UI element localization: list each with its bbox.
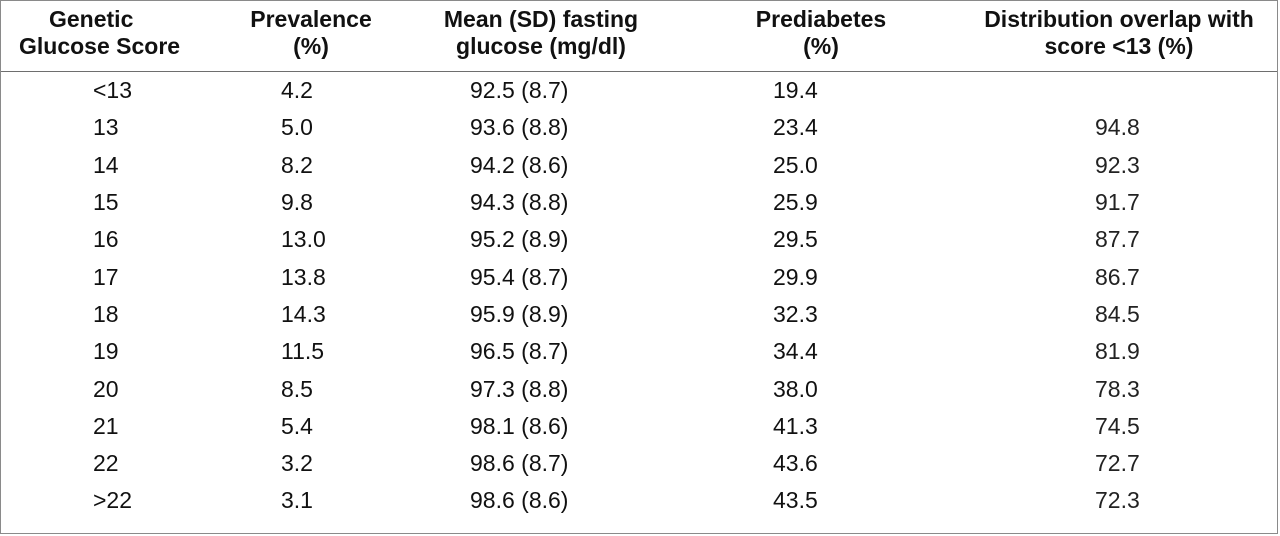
- cell-prediabetes: 25.9: [773, 189, 818, 216]
- cell-distribution-overlap: 74.5: [1095, 412, 1140, 439]
- table-body: <13 4.2 92.5 (8.7) 19.4 13 5.0 93.6 (8.8) 23.4 9…: [1, 72, 1277, 520]
- header-overlap-line1: Distribution overlap with: [984, 6, 1254, 32]
- header-prevalence: Prevalence (%): [231, 1, 391, 72]
- table-row: 15 9.8 94.3 (8.8) 25.9 91.7: [1, 184, 1277, 221]
- cell-distribution-overlap: 92.3: [1095, 151, 1140, 178]
- header-prevalence-line2: (%): [293, 33, 329, 59]
- cell-distribution-overlap: 86.7: [1095, 263, 1140, 290]
- cell-prevalence: 8.2: [281, 151, 313, 178]
- cell-score: <13: [93, 77, 133, 104]
- header-row: Genetic Glucose Score Prevalence (%) Mea…: [1, 1, 1277, 72]
- cell-prevalence: 13.0: [281, 226, 326, 253]
- header-prediabetes-line2: (%): [803, 33, 839, 59]
- glucose-score-table: Genetic Glucose Score Prevalence (%) Mea…: [1, 1, 1277, 520]
- header-overlap-line2: score <13 (%): [1044, 33, 1194, 59]
- header-genetic-glucose-score: Genetic Glucose Score: [1, 1, 231, 72]
- table-row: 20 8.5 97.3 (8.8) 38.0 78.3: [1, 370, 1277, 407]
- table-row: 19 11.5 96.5 (8.7) 34.4 81.9: [1, 333, 1277, 370]
- cell-score: 15: [93, 189, 119, 216]
- table-row: >22 3.1 98.6 (8.6) 43.5 72.3: [1, 482, 1277, 519]
- header-score-line1: Genetic: [49, 6, 134, 32]
- header-prediabetes-line1: Prediabetes: [755, 6, 887, 32]
- cell-prevalence: 5.4: [281, 412, 313, 439]
- table-row: <13 4.2 92.5 (8.7) 19.4: [1, 72, 1277, 110]
- cell-distribution-overlap: 94.8: [1095, 114, 1140, 141]
- cell-distribution-overlap: 87.7: [1095, 226, 1140, 253]
- cell-score: 14: [93, 151, 119, 178]
- cell-score: 16: [93, 226, 119, 253]
- cell-mean-fasting-glucose: 95.2 (8.9): [470, 226, 569, 253]
- cell-prediabetes: 43.5: [773, 487, 818, 514]
- table-row: 17 13.8 95.4 (8.7) 29.9 86.7: [1, 258, 1277, 295]
- cell-prevalence: 8.5: [281, 375, 313, 402]
- cell-mean-fasting-glucose: 98.1 (8.6): [470, 412, 569, 439]
- cell-distribution-overlap: 91.7: [1095, 189, 1140, 216]
- cell-score: 17: [93, 263, 119, 290]
- cell-score: 19: [93, 338, 119, 365]
- header-mean-line2: glucose (mg/dl): [456, 33, 626, 59]
- cell-prevalence: 3.2: [281, 450, 313, 477]
- cell-score: 18: [93, 300, 119, 327]
- header-prevalence-line1: Prevalence: [250, 6, 372, 32]
- cell-mean-fasting-glucose: 93.6 (8.8): [470, 114, 569, 141]
- cell-score: 13: [93, 114, 119, 141]
- cell-mean-fasting-glucose: 96.5 (8.7): [470, 338, 569, 365]
- cell-distribution-overlap: 72.3: [1095, 487, 1140, 514]
- cell-score: 22: [93, 450, 119, 477]
- cell-mean-fasting-glucose: 94.3 (8.8): [470, 189, 569, 216]
- cell-score: >22: [93, 487, 133, 514]
- cell-mean-fasting-glucose: 95.9 (8.9): [470, 300, 569, 327]
- cell-prediabetes: 23.4: [773, 114, 818, 141]
- cell-prevalence: 5.0: [281, 114, 313, 141]
- cell-prevalence: 14.3: [281, 300, 326, 327]
- table-row: 14 8.2 94.2 (8.6) 25.0 92.3: [1, 147, 1277, 184]
- header-mean-line1: Mean (SD) fasting: [443, 6, 639, 32]
- table-row: 13 5.0 93.6 (8.8) 23.4 94.8: [1, 109, 1277, 146]
- cell-prediabetes: 32.3: [773, 300, 818, 327]
- cell-score: 20: [93, 375, 119, 402]
- cell-prediabetes: 29.9: [773, 263, 818, 290]
- header-distribution-overlap: Distribution overlap with score <13 (%): [951, 1, 1277, 72]
- cell-prevalence: 4.2: [281, 77, 313, 104]
- cell-distribution-overlap: 78.3: [1095, 375, 1140, 402]
- cell-mean-fasting-glucose: 98.6 (8.7): [470, 450, 569, 477]
- header-prediabetes: Prediabetes (%): [691, 1, 951, 72]
- cell-mean-fasting-glucose: 95.4 (8.7): [470, 263, 569, 290]
- cell-prediabetes: 29.5: [773, 226, 818, 253]
- cell-prediabetes: 25.0: [773, 151, 818, 178]
- cell-mean-fasting-glucose: 94.2 (8.6): [470, 151, 569, 178]
- cell-distribution-overlap: [951, 72, 1277, 110]
- cell-distribution-overlap: 81.9: [1095, 338, 1140, 365]
- header-mean-fasting-glucose: Mean (SD) fasting glucose (mg/dl): [391, 1, 691, 72]
- cell-distribution-overlap: 72.7: [1095, 450, 1140, 477]
- cell-score: 21: [93, 412, 119, 439]
- cell-mean-fasting-glucose: 98.6 (8.6): [470, 487, 569, 514]
- cell-mean-fasting-glucose: 92.5 (8.7): [470, 77, 569, 104]
- cell-distribution-overlap: 84.5: [1095, 300, 1140, 327]
- table-header: Genetic Glucose Score Prevalence (%) Mea…: [1, 1, 1277, 72]
- cell-prediabetes: 19.4: [773, 77, 818, 104]
- cell-prediabetes: 43.6: [773, 450, 818, 477]
- cell-prevalence: 11.5: [281, 338, 325, 365]
- header-score-line2: Glucose Score: [19, 33, 181, 59]
- cell-prevalence: 9.8: [281, 189, 313, 216]
- cell-prediabetes: 38.0: [773, 375, 818, 402]
- cell-prediabetes: 41.3: [773, 412, 818, 439]
- table-row: 21 5.4 98.1 (8.6) 41.3 74.5: [1, 408, 1277, 445]
- cell-prediabetes: 34.4: [773, 338, 818, 365]
- cell-mean-fasting-glucose: 97.3 (8.8): [470, 375, 569, 402]
- table-row: 18 14.3 95.9 (8.9) 32.3 84.5: [1, 296, 1277, 333]
- table-row: 22 3.2 98.6 (8.7) 43.6 72.7: [1, 445, 1277, 482]
- cell-prevalence: 13.8: [281, 263, 326, 290]
- cell-prevalence: 3.1: [281, 487, 313, 514]
- table-row: 16 13.0 95.2 (8.9) 29.5 87.7: [1, 221, 1277, 258]
